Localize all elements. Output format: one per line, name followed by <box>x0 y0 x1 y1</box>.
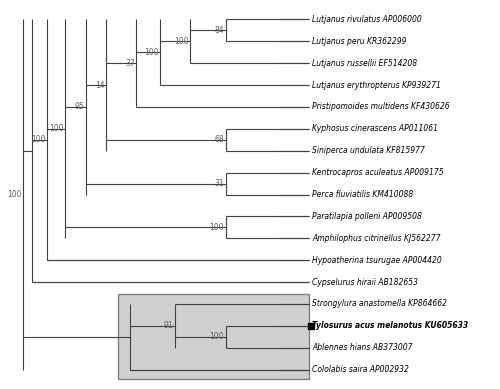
Text: 100: 100 <box>144 48 158 57</box>
Text: 37: 37 <box>125 59 134 68</box>
Text: 100: 100 <box>48 124 63 133</box>
Text: Lutjanus rivulatus AP006000: Lutjanus rivulatus AP006000 <box>312 15 422 24</box>
Text: 100: 100 <box>7 190 22 199</box>
Text: Kentrocapros aculeatus AP009175: Kentrocapros aculeatus AP009175 <box>312 168 444 177</box>
Text: 91: 91 <box>164 321 173 330</box>
Text: 100: 100 <box>210 332 224 341</box>
Text: 14: 14 <box>96 81 105 89</box>
Text: Ablennes hians AB373007: Ablennes hians AB373007 <box>312 343 412 352</box>
Text: Paratilapia polleni AP009508: Paratilapia polleni AP009508 <box>312 212 422 221</box>
Text: 100: 100 <box>31 135 46 144</box>
Text: 100: 100 <box>174 37 188 46</box>
FancyBboxPatch shape <box>118 294 309 379</box>
Text: Lutjanus peru KR362299: Lutjanus peru KR362299 <box>312 37 406 46</box>
Text: 31: 31 <box>214 179 224 188</box>
Text: Pristipomoides multidens KF430626: Pristipomoides multidens KF430626 <box>312 102 450 112</box>
Text: 100: 100 <box>210 223 224 232</box>
Text: Hypoatherina tsurugae AP004420: Hypoatherina tsurugae AP004420 <box>312 256 442 265</box>
Text: Tylosurus acus melanotus KU605633: Tylosurus acus melanotus KU605633 <box>312 321 468 330</box>
Text: 68: 68 <box>214 135 224 144</box>
Text: Amphilophus citrinellus KJ562277: Amphilophus citrinellus KJ562277 <box>312 234 440 243</box>
Text: Strongylura anastomella KP864662: Strongylura anastomella KP864662 <box>312 300 447 308</box>
Text: Cypselurus hiraii AB182653: Cypselurus hiraii AB182653 <box>312 277 418 287</box>
Text: Lutjanus russellii EF514208: Lutjanus russellii EF514208 <box>312 59 417 68</box>
Text: Lutjanus erythropterus KP939271: Lutjanus erythropterus KP939271 <box>312 81 441 89</box>
Text: 95: 95 <box>74 102 84 112</box>
Text: Perca fluviatilis KM410088: Perca fluviatilis KM410088 <box>312 190 414 199</box>
Text: 84: 84 <box>214 26 224 35</box>
Text: Cololabis saira AP002932: Cololabis saira AP002932 <box>312 365 409 374</box>
Text: Siniperca undulata KF815977: Siniperca undulata KF815977 <box>312 146 425 155</box>
Text: Kyphosus cinerascens AP011061: Kyphosus cinerascens AP011061 <box>312 124 438 133</box>
